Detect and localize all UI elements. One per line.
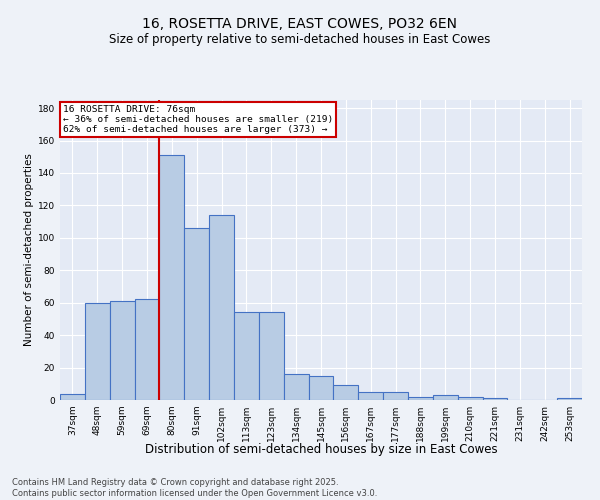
Bar <box>209 215 234 400</box>
Bar <box>482 398 508 400</box>
Text: 16 ROSETTA DRIVE: 76sqm
← 36% of semi-detached houses are smaller (219)
62% of s: 16 ROSETTA DRIVE: 76sqm ← 36% of semi-de… <box>62 104 333 134</box>
Bar <box>308 376 334 400</box>
Text: Contains HM Land Registry data © Crown copyright and database right 2025.
Contai: Contains HM Land Registry data © Crown c… <box>12 478 377 498</box>
Bar <box>383 392 408 400</box>
Bar <box>284 374 308 400</box>
Bar <box>184 228 209 400</box>
Text: Size of property relative to semi-detached houses in East Cowes: Size of property relative to semi-detach… <box>109 32 491 46</box>
Bar <box>259 312 284 400</box>
Bar <box>458 397 482 400</box>
Bar <box>334 386 358 400</box>
Bar <box>110 301 134 400</box>
Y-axis label: Number of semi-detached properties: Number of semi-detached properties <box>24 154 34 346</box>
Bar <box>408 397 433 400</box>
Bar <box>433 395 458 400</box>
Text: Distribution of semi-detached houses by size in East Cowes: Distribution of semi-detached houses by … <box>145 442 497 456</box>
Bar <box>134 300 160 400</box>
Bar <box>358 392 383 400</box>
Bar <box>60 394 85 400</box>
Bar <box>85 302 110 400</box>
Bar <box>160 155 184 400</box>
Bar <box>557 398 582 400</box>
Text: 16, ROSETTA DRIVE, EAST COWES, PO32 6EN: 16, ROSETTA DRIVE, EAST COWES, PO32 6EN <box>143 18 458 32</box>
Bar <box>234 312 259 400</box>
